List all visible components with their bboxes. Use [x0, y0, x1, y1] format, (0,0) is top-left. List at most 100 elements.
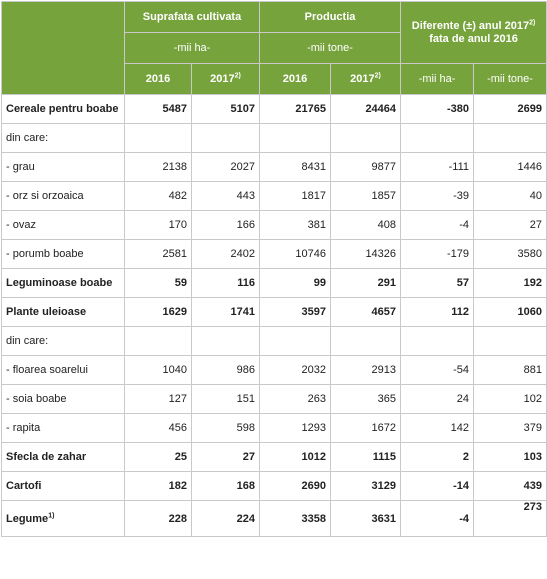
header-corner-cell	[1, 1, 125, 95]
cell-productia-2016: 3597	[259, 297, 332, 327]
row-label-footnote: 1)	[48, 511, 55, 519]
cell-diff-ha: 57	[400, 268, 475, 298]
cell-suprafata-2017	[190, 123, 261, 153]
cell-productia-2016: 99	[259, 268, 332, 298]
cell-diff-tone: 1446	[473, 152, 547, 182]
cell-productia-2017: 1672	[330, 413, 402, 443]
cell-diff-ha: -380	[400, 94, 475, 124]
cell-productia-2016: 1293	[259, 413, 332, 443]
header-diferente-line2: fata de anul 2016	[429, 32, 518, 45]
header-diff-unit-ha: -mii ha-	[400, 63, 475, 95]
cell-diff-ha: 112	[400, 297, 475, 327]
cell-suprafata-2017: 598	[190, 413, 261, 443]
table-row: - soia boabe 127 151 263 365 24 102	[1, 384, 547, 414]
header-year-2016-suprafata: 2016	[124, 63, 192, 95]
cell-productia-2017: 408	[330, 210, 402, 240]
cell-suprafata-2016: 59	[124, 268, 192, 298]
table-row: - orz si orzoaica 482 443 1817 1857 -39 40	[1, 181, 547, 211]
cell-productia-2017: 291	[330, 268, 402, 298]
header-diff-unit-tone: -mii tone-	[473, 63, 547, 95]
cell-diff-tone: 192	[473, 268, 547, 298]
row-label: - grau	[1, 152, 125, 182]
cell-productia-2017: 9877	[330, 152, 402, 182]
cell-productia-2017: 4657	[330, 297, 402, 327]
cell-productia-2017: 1857	[330, 181, 402, 211]
cell-diff-tone: 1060	[473, 297, 547, 327]
table-row: Cereale pentru boabe 5487 5107 21765 24464 -3…	[1, 94, 547, 124]
table-row: Cartofi 182 168 2690 3129 -14 439	[1, 471, 547, 501]
row-label: din care:	[1, 123, 125, 153]
cell-productia-2016: 10746	[259, 239, 332, 269]
cell-productia-2017: 3129	[330, 471, 402, 501]
cell-suprafata-2017: 151	[190, 384, 261, 414]
header-suprafata: Suprafata cultivata	[123, 1, 261, 33]
cell-suprafata-2016: 228	[124, 500, 192, 537]
row-label: Legume1)	[1, 500, 125, 537]
cell-productia-2017	[330, 326, 402, 356]
cell-suprafata-2016: 456	[124, 413, 192, 443]
header-diferente-footnote: 2)	[529, 18, 536, 26]
row-label: - floarea soarelui	[1, 355, 125, 385]
cell-suprafata-2016: 2138	[124, 152, 192, 182]
row-label: Plante uleioase	[1, 297, 125, 327]
cell-diff-tone: 27	[473, 210, 547, 240]
header-year-2017-productia: 20172)	[330, 63, 402, 95]
cell-suprafata-2017: 168	[190, 471, 261, 501]
cell-productia-2016: 263	[259, 384, 332, 414]
row-label-text: Leguminoase boabe	[6, 277, 113, 289]
year-label: 2017	[350, 73, 375, 85]
cell-productia-2017: 2913	[330, 355, 402, 385]
row-label: din care:	[1, 326, 125, 356]
row-label-text: - rapita	[6, 422, 41, 434]
row-label-text: - porumb boabe	[6, 248, 84, 260]
table-row: - floarea soarelui 1040 986 2032 2913 -54 881	[1, 355, 547, 385]
table-body: Cereale pentru boabe 5487 5107 21765 24464 -3…	[1, 94, 547, 537]
header-productia: Productia	[259, 1, 402, 33]
cell-productia-2017: 3631	[330, 500, 402, 537]
cell-suprafata-2016: 1629	[124, 297, 192, 327]
cell-diff-tone: 3580	[473, 239, 547, 269]
row-label-text: Plante uleioase	[6, 306, 87, 318]
cell-productia-2016: 2690	[259, 471, 332, 501]
cell-suprafata-2016: 482	[124, 181, 192, 211]
cell-productia-2017: 1115	[330, 442, 402, 472]
table-row: - grau 2138 2027 8431 9877 -111 1446	[1, 152, 547, 182]
agriculture-statistics-table: Suprafata cultivata Productia Diferente …	[1, 1, 547, 537]
cell-productia-2016: 8431	[259, 152, 332, 182]
cell-productia-2017: 365	[330, 384, 402, 414]
cell-suprafata-2017: 986	[190, 355, 261, 385]
cell-productia-2016: 1012	[259, 442, 332, 472]
cell-diff-tone	[473, 123, 547, 153]
cell-suprafata-2016: 182	[124, 471, 192, 501]
header-year-2017-suprafata: 20172)	[190, 63, 261, 95]
cell-productia-2016	[259, 123, 332, 153]
row-label-text: - floarea soarelui	[6, 364, 88, 376]
cell-suprafata-2017: 2027	[190, 152, 261, 182]
cell-suprafata-2017: 1741	[190, 297, 261, 327]
header-productia-unit: -mii tone-	[259, 32, 402, 64]
year-label: 2017	[210, 73, 235, 85]
cell-productia-2016: 381	[259, 210, 332, 240]
cell-diff-tone: 40	[473, 181, 547, 211]
row-label-text: Sfecla de zahar	[6, 451, 87, 463]
year-footnote: 2)	[234, 72, 241, 80]
cell-productia-2016: 21765	[259, 94, 332, 124]
table-row: Legume1) 228 224 3358 3631 -4 273	[1, 500, 547, 537]
header-year-2016-productia: 2016	[259, 63, 332, 95]
cell-productia-2016: 3358	[259, 500, 332, 537]
cell-diff-ha	[400, 326, 475, 356]
row-label: Cartofi	[1, 471, 125, 501]
cell-diff-ha: -111	[400, 152, 475, 182]
header-diferente-line1: Diferente (±) anul 2017	[411, 19, 530, 32]
row-label: Sfecla de zahar	[1, 442, 125, 472]
cell-diff-ha: 2	[400, 442, 475, 472]
cell-productia-2016: 1817	[259, 181, 332, 211]
table-row: - porumb boabe 2581 2402 10746 14326 -179 3580	[1, 239, 547, 269]
row-label-text: - soia boabe	[6, 393, 67, 405]
cell-diff-tone: 103	[473, 442, 547, 472]
cell-productia-2017: 24464	[330, 94, 402, 124]
cell-diff-tone: 379	[473, 413, 547, 443]
row-label: - ovaz	[1, 210, 125, 240]
cell-diff-ha: -39	[400, 181, 475, 211]
cell-suprafata-2017: 2402	[190, 239, 261, 269]
